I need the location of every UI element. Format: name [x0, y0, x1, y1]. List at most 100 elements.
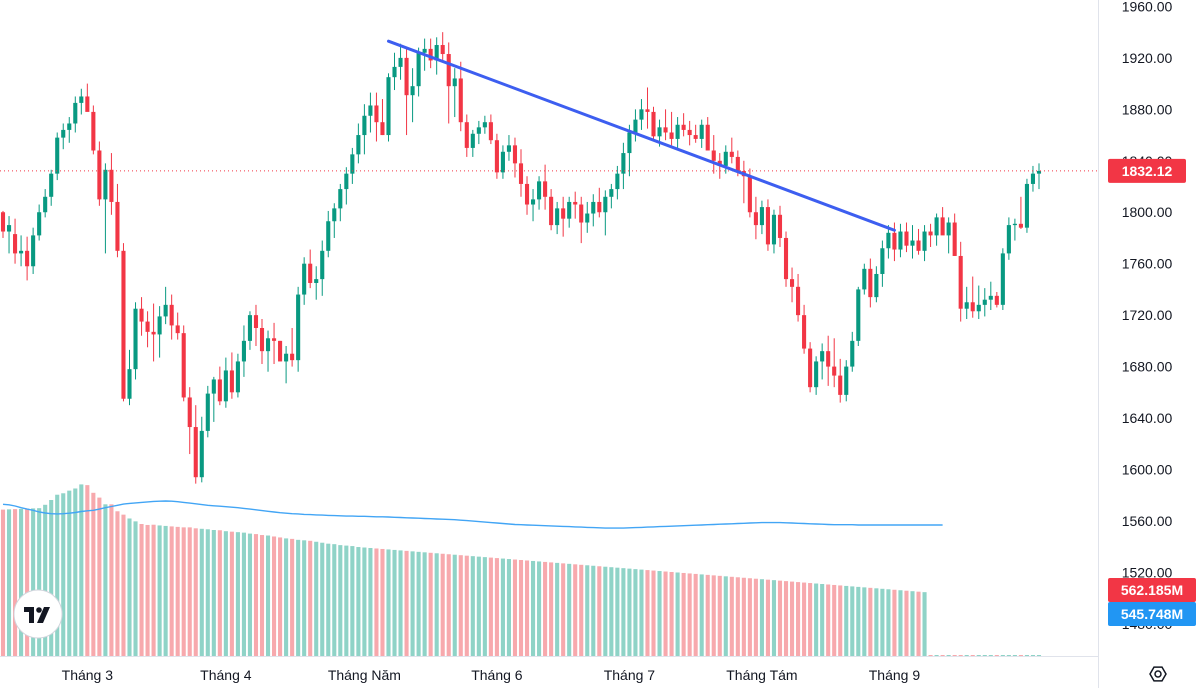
candle-body — [290, 353, 295, 361]
price-tick-label: 1760.00 — [1122, 256, 1173, 272]
candle-body — [615, 173, 620, 190]
logo-mark-v — [37, 607, 50, 623]
candle-body — [687, 129, 692, 136]
volume-badge-text: 562.185M — [1121, 582, 1183, 598]
volume-bar — [380, 548, 385, 656]
volume-bar — [705, 574, 710, 656]
trendline[interactable] — [386, 39, 896, 232]
volume-bar — [820, 584, 825, 656]
volume-bar — [1018, 655, 1023, 656]
candle-body — [934, 217, 939, 236]
volume-bar — [121, 514, 126, 656]
candle-body — [892, 232, 897, 250]
volume-bar — [832, 584, 837, 656]
candle-body — [229, 370, 234, 393]
volume-bar — [452, 554, 457, 656]
volume-bar — [524, 560, 530, 656]
candle-body — [651, 111, 656, 137]
candle-body — [380, 122, 385, 136]
volume-bar — [398, 550, 403, 656]
candle-body — [874, 273, 879, 298]
candle-body — [97, 150, 102, 200]
volume-bar — [862, 587, 867, 656]
candle-body — [470, 133, 475, 148]
candle-body — [856, 289, 861, 341]
volume-bar — [669, 572, 674, 656]
volume-bar — [657, 571, 662, 656]
volume-bar — [543, 561, 548, 656]
volume-bar — [537, 561, 542, 656]
volume-bar — [633, 569, 638, 656]
candle-body — [284, 353, 289, 362]
volume-bar — [970, 655, 975, 656]
candle-body — [199, 430, 204, 478]
candle-body — [278, 340, 283, 362]
candle-body — [1018, 223, 1023, 228]
volume-bar — [808, 583, 813, 656]
volume-bar — [241, 532, 246, 656]
candle-body — [976, 304, 981, 312]
volume-bar — [368, 548, 373, 656]
settings-center — [1154, 670, 1162, 678]
volume-bar — [856, 586, 861, 656]
volume-bar — [747, 578, 752, 656]
volume-bar — [796, 582, 801, 656]
candle-body — [711, 150, 716, 161]
volume-bar — [663, 571, 668, 656]
volume-bar — [512, 559, 518, 656]
volume-bar — [928, 655, 933, 656]
volume-bar — [326, 543, 331, 656]
candle-body — [699, 124, 704, 139]
volume-bar — [217, 530, 222, 656]
logo-circle — [13, 589, 63, 639]
settings-icon[interactable] — [1149, 666, 1167, 682]
last-price-badge-text: 1832.12 — [1122, 163, 1173, 179]
candle-body — [398, 57, 403, 67]
volume-bar — [898, 590, 903, 656]
candle-body — [259, 328, 265, 352]
candle-body — [157, 316, 162, 335]
candle-body — [1000, 253, 1005, 305]
volume-bar — [681, 572, 686, 656]
candle-body — [344, 173, 349, 190]
time-axis[interactable]: Tháng 3 Tháng 4 Tháng Năm Tháng 6 Tháng 7 Thá… — [62, 667, 921, 683]
volume-bar — [49, 500, 54, 656]
candle-body — [368, 105, 373, 116]
candle-body — [886, 232, 891, 249]
candle-body — [1024, 183, 1029, 228]
candle-body — [193, 427, 198, 478]
candle-body — [808, 348, 813, 388]
candle-body — [37, 212, 42, 236]
volume-bar — [229, 531, 234, 656]
candle-body — [464, 122, 469, 148]
candle-body — [940, 217, 945, 236]
candle-body — [79, 96, 84, 103]
candle-body — [970, 302, 975, 312]
volume-bar — [265, 535, 271, 656]
candle-body — [19, 250, 24, 254]
volume-bar — [723, 576, 728, 656]
volume-bar — [308, 540, 313, 656]
candle-body — [43, 196, 48, 213]
candle-body — [392, 66, 397, 78]
candle-body — [217, 379, 222, 402]
volume-bar — [555, 562, 560, 656]
candle-body — [253, 315, 259, 328]
candle-body — [55, 137, 60, 174]
volume-bar — [476, 556, 481, 656]
candle-body — [31, 235, 36, 267]
volume-bar — [0, 509, 6, 656]
volume-bar — [193, 528, 198, 656]
volume-bar — [211, 530, 216, 656]
volume-badge-bg — [1108, 578, 1196, 602]
candle-body — [416, 52, 421, 87]
price-tick-label: 1520.00 — [1122, 564, 1173, 580]
volume-bar — [350, 546, 355, 656]
candle-body — [524, 183, 530, 205]
tradingview-logo[interactable] — [13, 589, 63, 639]
volume-bar — [392, 549, 397, 656]
volume-bar — [145, 524, 150, 656]
candle-body — [537, 181, 542, 200]
candle-body — [880, 248, 885, 274]
